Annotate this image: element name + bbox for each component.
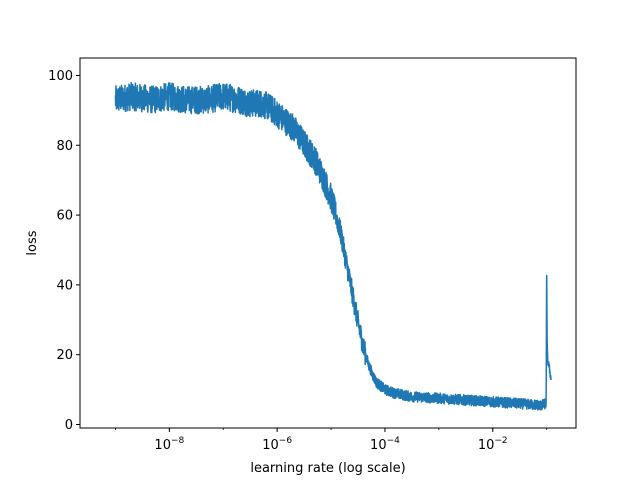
y-tick-label: 40 (56, 278, 73, 293)
plot-background (80, 58, 576, 428)
y-axis-label: loss (25, 230, 40, 255)
y-tick-label: 80 (56, 139, 73, 154)
x-tick-label: 10−4 (370, 436, 400, 453)
data-layer (114, 81, 552, 411)
y-tick-label: 100 (48, 69, 73, 84)
y-tick-label: 20 (56, 348, 73, 363)
labels-layer: learning rate (log scale) loss (25, 230, 406, 476)
x-axis-label: learning rate (log scale) (250, 461, 405, 476)
plot-frame (79, 57, 577, 429)
axes-layer: 0 20 40 60 80 100 10−8 10−6 10−4 10−2 (48, 57, 577, 453)
y-tick-label: 60 (56, 209, 73, 224)
y-tick-label: 0 (65, 418, 73, 433)
loss-series-line (114, 81, 552, 411)
x-tick-label: 10−2 (478, 436, 508, 453)
x-tick-label: 10−8 (154, 436, 184, 453)
x-tick-label: 10−6 (262, 436, 292, 453)
